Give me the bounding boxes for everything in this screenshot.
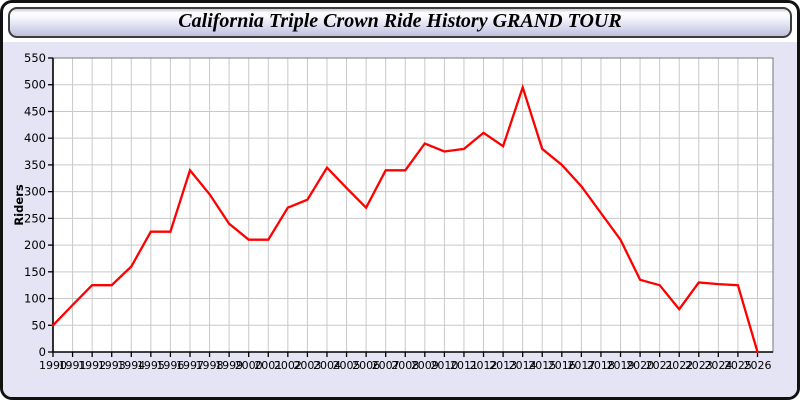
x-tick-label: 2023: [685, 359, 713, 372]
x-tick-label: 1994: [117, 359, 145, 372]
x-tick-label: 2009: [411, 359, 439, 372]
x-tick-label: 2013: [489, 359, 517, 372]
x-tick-label: 2002: [274, 359, 302, 372]
y-tick-label: 550: [24, 51, 46, 65]
window-title: California Triple Crown Ride History GRA…: [178, 10, 622, 32]
x-tick-label: 2022: [665, 359, 693, 372]
x-tick-label: 2001: [254, 359, 282, 372]
x-tick-label: 2006: [352, 359, 380, 372]
y-tick-label: 350: [24, 158, 46, 172]
x-tick-label: 2019: [607, 359, 635, 372]
x-tick-label: 1993: [98, 359, 126, 372]
y-axis-title: Riders: [12, 184, 26, 226]
x-tick-label: 2000: [235, 359, 263, 372]
x-tick-label: 2021: [646, 359, 674, 372]
y-tick-label: 0: [39, 345, 46, 359]
x-tick-label: 1992: [78, 359, 106, 372]
title-bar[interactable]: California Triple Crown Ride History GRA…: [8, 7, 792, 38]
x-tick-label: 2011: [450, 359, 478, 372]
x-tick-label: 1997: [176, 359, 204, 372]
y-tick-label: 200: [24, 238, 46, 252]
y-tick-label: 150: [24, 265, 46, 279]
x-tick-label: 2020: [626, 359, 654, 372]
y-tick-label: 100: [24, 292, 46, 306]
x-tick-label: 2018: [587, 359, 615, 372]
x-tick-label: 1990: [39, 359, 67, 372]
riders-line-series: [51, 83, 759, 354]
y-tick-label: 500: [24, 78, 46, 92]
x-tick-label: 2016: [548, 359, 576, 372]
y-tick-label: 50: [31, 318, 46, 332]
x-tick-label: 2003: [293, 359, 321, 372]
plot-area: [53, 58, 773, 352]
x-tick-label: 2012: [470, 359, 498, 372]
x-tick-label: 1996: [156, 359, 184, 372]
x-tick-label: 2007: [372, 359, 400, 372]
x-tick-label: 1991: [59, 359, 87, 372]
x-tick-label: 2026: [744, 359, 772, 372]
y-tick-label: 250: [24, 211, 46, 225]
x-tick-label: 2024: [704, 359, 732, 372]
x-tick-label: 1999: [215, 359, 243, 372]
x-tick-label: 2004: [313, 359, 341, 372]
ride-history-chart: 0501001502002503003504004505005501990199…: [12, 51, 774, 372]
x-tick-label: 2015: [528, 359, 556, 372]
y-tick-label: 300: [24, 185, 46, 199]
x-tick-label: 2005: [333, 359, 361, 372]
y-tick-label: 450: [24, 104, 46, 118]
x-tick-label: 1998: [196, 359, 224, 372]
y-tick-label: 400: [24, 131, 46, 145]
x-tick-label: 2025: [724, 359, 752, 372]
x-tick-label: 1995: [137, 359, 165, 372]
x-tick-label: 2014: [509, 359, 537, 372]
x-tick-label: 2010: [430, 359, 458, 372]
x-tick-label: 2008: [391, 359, 419, 372]
x-tick-label: 2017: [567, 359, 595, 372]
